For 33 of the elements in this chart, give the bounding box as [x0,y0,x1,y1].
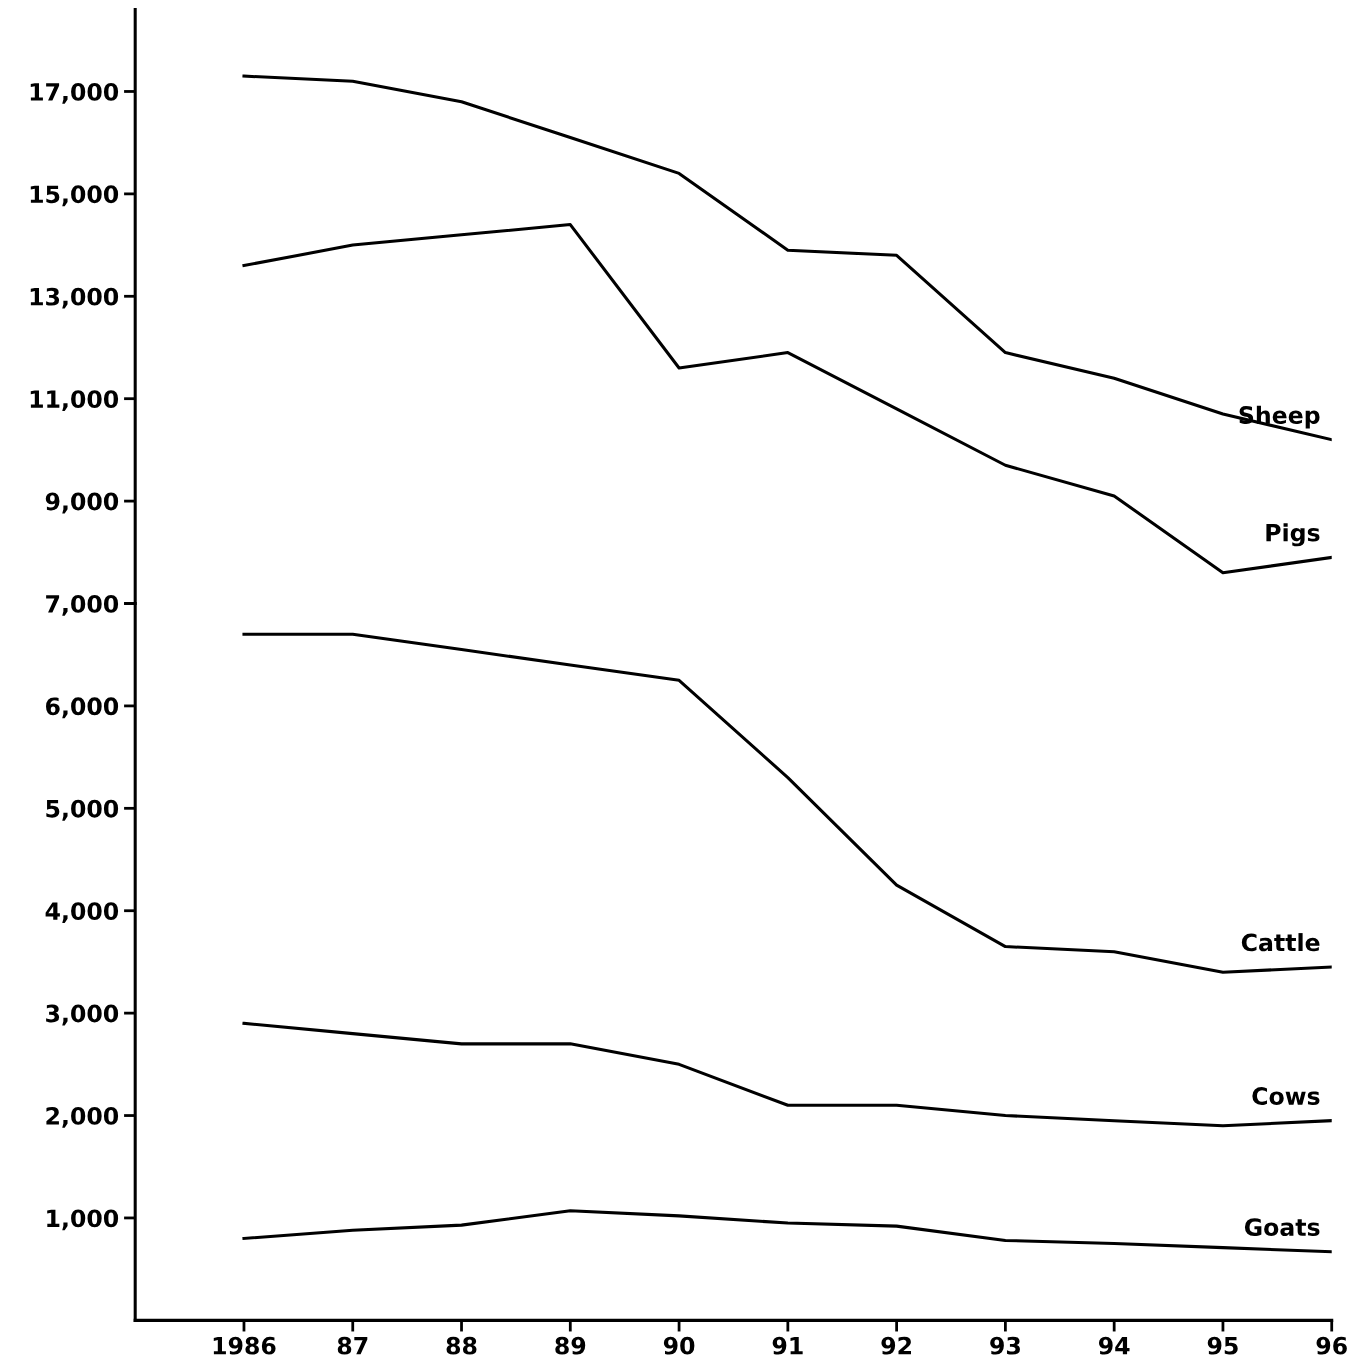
series-label: Pigs [1266,523,1320,547]
x-tick-label: 91 [772,1336,803,1355]
y-tick-label: 15,000 [30,185,119,207]
series-label: Cattle [1241,933,1320,952]
x-tick-label: 96 [1316,1336,1347,1355]
y-tick-label: 1,000 [47,1209,119,1231]
line-series [242,632,1332,974]
x-tick-label: 1986 [213,1336,276,1355]
y-tick-label: 7,000 [46,594,119,616]
series-label: Sheep [1239,405,1320,429]
line-series [242,1021,1332,1128]
y-tick-label: 5,000 [46,799,119,821]
x-tick-label: 90 [663,1336,695,1355]
series-label: Cows [1252,1087,1320,1105]
y-tick-label: 6,000 [46,697,119,719]
x-tick-label: 92 [881,1336,911,1355]
line-series [242,74,1332,442]
x-tick-label: 87 [337,1336,368,1355]
x-tick-label: 94 [1098,1336,1130,1355]
y-tick-label: 3,000 [46,1004,119,1026]
y-tick-label: 13,000 [30,287,119,309]
x-tick-label: 88 [446,1336,477,1355]
y-tick-label: 17,000 [30,82,119,104]
x-tick-label: 93 [990,1336,1020,1355]
line-series [242,1209,1332,1254]
line-series [242,223,1332,575]
y-tick-label: 11,000 [30,390,119,412]
y-tick-label: 2,000 [46,1106,119,1128]
series-label: Goats [1244,1218,1320,1237]
y-tick-label: 4,000 [45,902,119,924]
y-tick-label: 9,000 [45,492,119,514]
x-tick-label: 95 [1207,1336,1238,1355]
x-tick-label: 89 [555,1336,586,1355]
